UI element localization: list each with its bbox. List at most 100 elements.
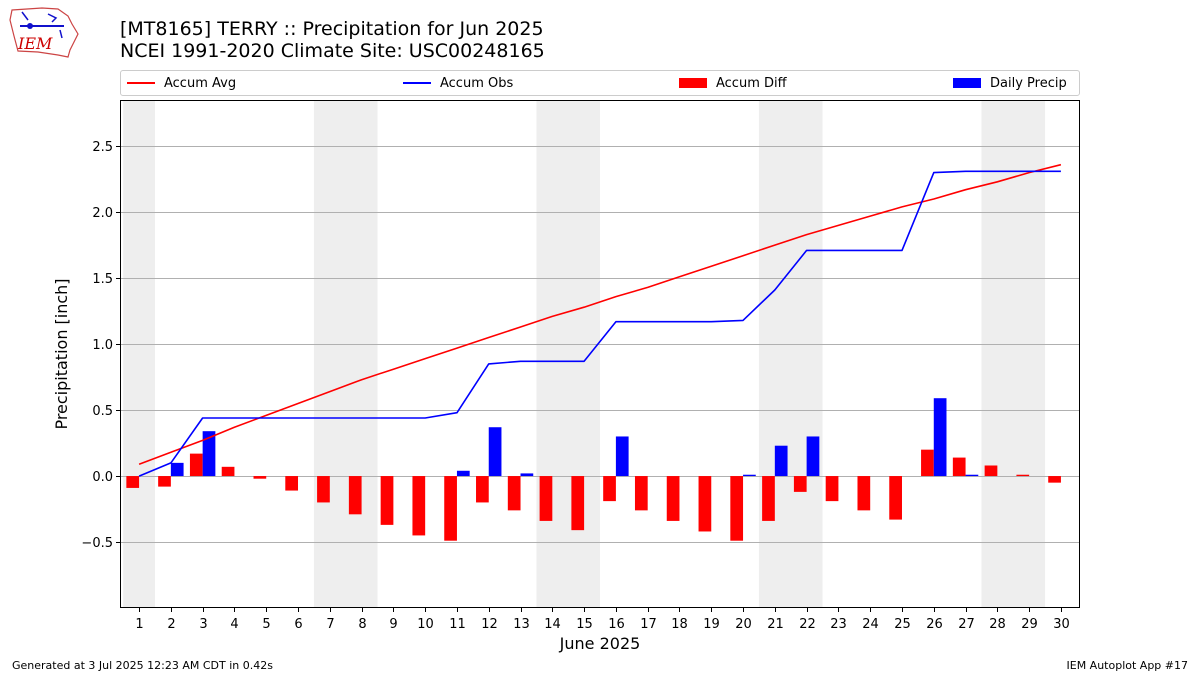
accum-diff-bar <box>507 476 521 511</box>
legend-label: Accum Avg <box>164 75 237 91</box>
accum-obs-line <box>138 170 1061 477</box>
x-tick-label: 3 <box>199 617 207 632</box>
legend-item-accum-avg: Accum Avg <box>127 74 236 92</box>
x-tick-label: 14 <box>544 617 561 632</box>
accum-diff-bar <box>921 449 934 477</box>
x-tick-label: 7 <box>326 617 334 632</box>
accum-diff-bar <box>221 466 235 477</box>
daily-precip-bar <box>615 436 629 477</box>
y-tick-label: 0.5 <box>92 404 113 419</box>
daily-precip-bar <box>520 473 534 477</box>
x-tick-label: 2 <box>167 617 175 632</box>
x-tick-label: 15 <box>576 617 593 632</box>
accum-diff-bar <box>476 476 489 503</box>
accum-diff-bar <box>889 476 902 520</box>
legend-swatch <box>403 82 431 84</box>
legend: Accum Avg Accum Obs Accum Diff Daily Pre… <box>120 70 1080 96</box>
x-tick-label: 13 <box>513 617 530 632</box>
x-tick-label: 20 <box>735 617 752 632</box>
accum-diff-bar <box>666 476 680 521</box>
bar-series <box>126 398 1061 541</box>
accum-avg-line <box>138 163 1062 465</box>
accum-diff-bar <box>793 476 807 492</box>
iem-logo: IEM <box>9 7 79 58</box>
accum-diff-bar <box>698 476 712 532</box>
accum-diff-bar <box>634 476 648 511</box>
accum-diff-bar <box>348 476 362 515</box>
accum-diff-bar <box>603 476 616 502</box>
x-axis-ticks: 1 2 3 4 5 6 7 8 9 10 11 12 13 14 15 16 17 18 19 20 21 22 23 24 2… <box>135 608 1070 632</box>
legend-label: Accum Diff <box>716 75 787 91</box>
accum-diff-bar <box>317 476 330 503</box>
daily-precip-bar <box>774 445 788 477</box>
x-tick-label: 22 <box>799 617 816 632</box>
accum-diff-bar <box>539 476 553 521</box>
weekend-band <box>981 100 1046 608</box>
x-tick-label: 9 <box>389 617 397 632</box>
daily-precip-bar <box>806 436 820 477</box>
daily-precip-bar <box>933 398 947 477</box>
daily-precip-bar <box>456 470 470 477</box>
x-tick-label: 25 <box>894 617 911 632</box>
accum-diff-bar <box>730 476 744 541</box>
x-tick-label: 24 <box>862 617 879 632</box>
y-tick-label: 2.5 <box>92 140 113 155</box>
chart-title: [MT8165] TERRY :: Precipitation for Jun … <box>120 18 544 40</box>
x-tick-label: 4 <box>230 617 238 632</box>
y-axis-label: Precipitation [inch] <box>52 278 71 429</box>
weekend-band <box>758 100 823 608</box>
accum-diff-bar <box>825 476 839 502</box>
x-tick-label: 19 <box>703 617 720 632</box>
x-tick-label: 11 <box>449 617 466 632</box>
accum-diff-bar <box>126 476 140 488</box>
y-tick-label: 1.5 <box>92 272 113 287</box>
footer-app: IEM Autoplot App #17 <box>1066 659 1189 672</box>
x-tick-label: 8 <box>358 617 366 632</box>
y-tick-label: 1.0 <box>92 338 113 353</box>
legend-label: Daily Precip <box>990 75 1067 91</box>
weekend-band <box>123 100 155 608</box>
legend-item-daily-precip: Daily Precip <box>953 74 1067 92</box>
x-tick-label: 29 <box>1021 617 1038 632</box>
accum-diff-bar <box>762 476 775 521</box>
accum-diff-bar <box>571 476 585 531</box>
legend-item-accum-obs: Accum Obs <box>403 74 513 92</box>
y-tick-label: 2.0 <box>92 206 113 221</box>
x-tick-label: 17 <box>640 617 657 632</box>
daily-precip-bar <box>965 474 979 477</box>
accum-diff-bar <box>1016 474 1030 477</box>
x-tick-label: 12 <box>481 617 498 632</box>
x-tick-label: 30 <box>1053 617 1070 632</box>
accum-diff-bar <box>380 476 394 525</box>
x-tick-label: 10 <box>417 617 434 632</box>
accum-diff-bar <box>444 476 457 541</box>
x-tick-label: 28 <box>989 617 1006 632</box>
footer-generated: Generated at 3 Jul 2025 12:23 AM CDT in … <box>12 659 273 672</box>
plot-frame <box>120 100 1080 608</box>
weekend-band <box>313 100 378 608</box>
legend-item-accum-diff: Accum Diff <box>679 74 787 92</box>
x-tick-label: 26 <box>926 617 943 632</box>
x-tick-label: 27 <box>958 617 975 632</box>
accum-diff-bar <box>189 453 203 477</box>
line-series <box>138 163 1062 477</box>
accum-diff-bar <box>158 476 171 487</box>
chart-subtitle: NCEI 1991-2020 Climate Site: USC00248165 <box>120 40 545 62</box>
svg-text:IEM: IEM <box>17 34 53 53</box>
x-tick-label: 18 <box>671 617 688 632</box>
accum-diff-bar <box>857 476 871 511</box>
legend-swatch <box>953 78 981 88</box>
legend-label: Accum Obs <box>440 75 514 91</box>
daily-precip-bar <box>743 474 756 477</box>
legend-swatch <box>679 78 707 88</box>
accum-diff-bar <box>285 476 299 491</box>
accum-diff-bar <box>984 465 998 477</box>
y-axis-ticks: −0.5 0.0 0.5 1.0 1.5 2.0 2.5 <box>81 140 120 551</box>
daily-precip-bar <box>488 427 502 477</box>
x-tick-label: 6 <box>294 617 302 632</box>
daily-precip-bar <box>170 462 184 477</box>
weekend-shading <box>123 100 1046 608</box>
x-tick-label: 1 <box>135 617 143 632</box>
daily-precip-bar <box>202 431 216 477</box>
